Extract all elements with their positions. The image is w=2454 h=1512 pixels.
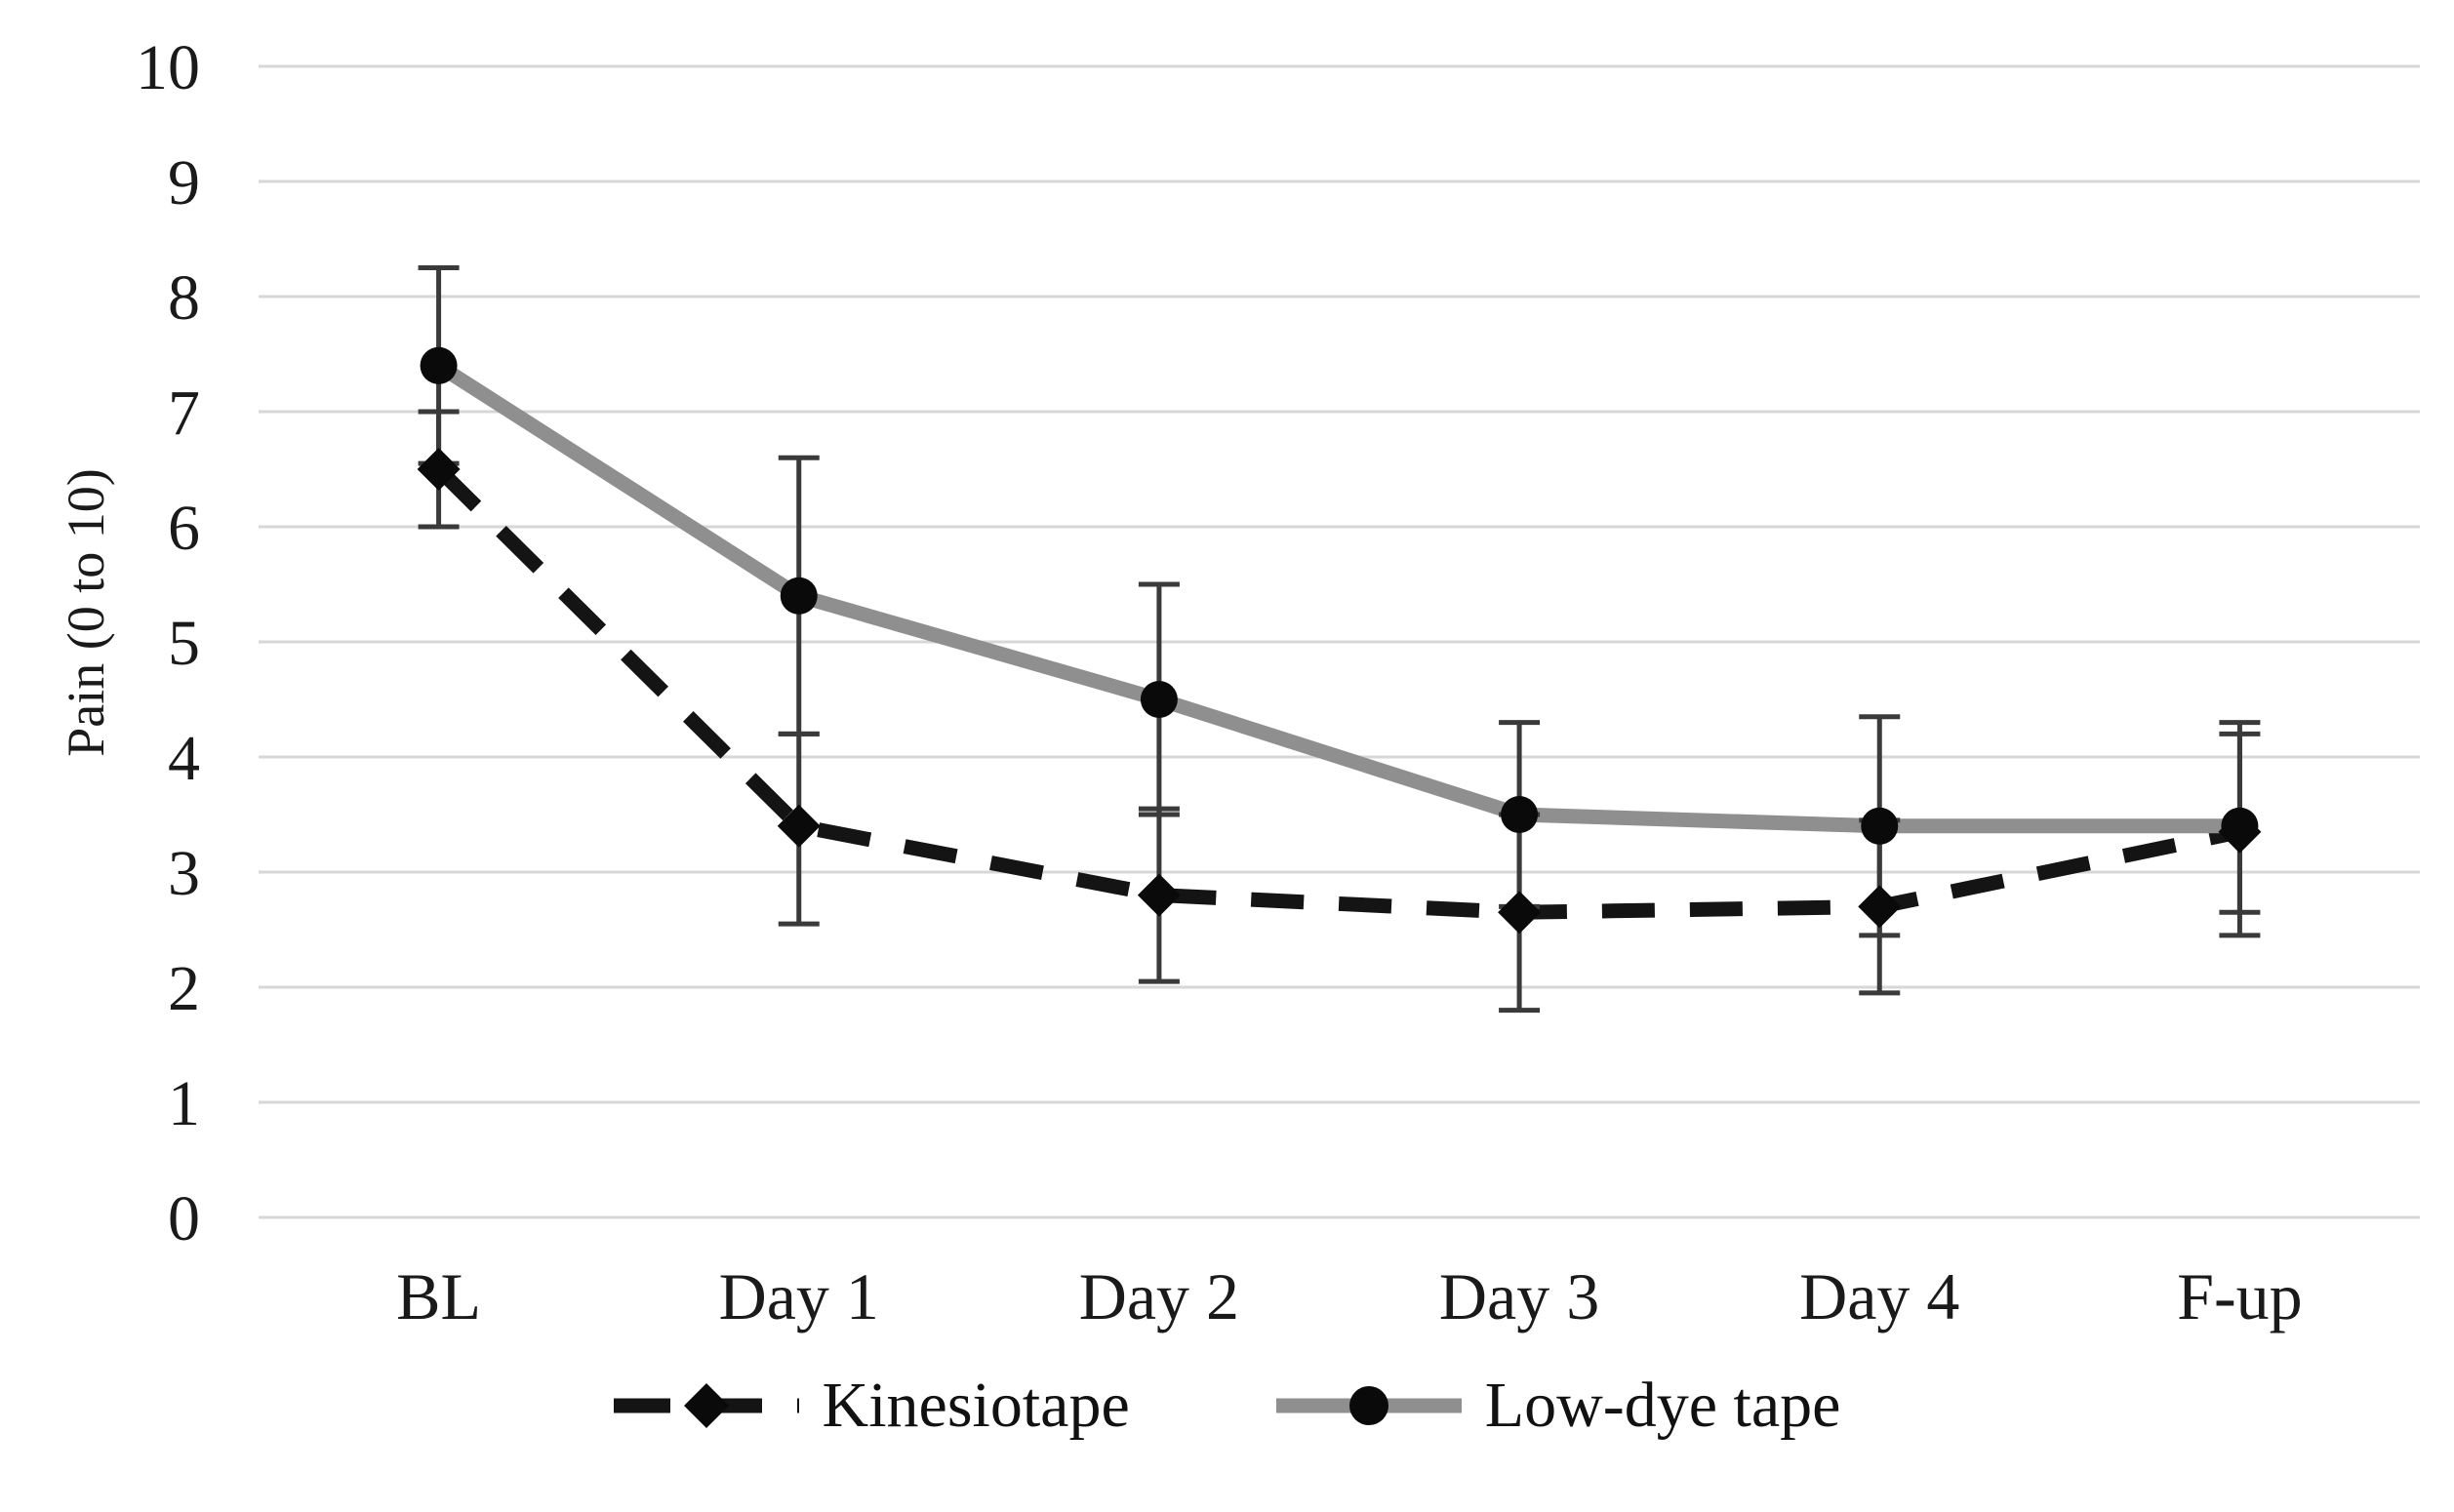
diamond-marker-icon (417, 448, 461, 491)
diamond-marker-icon (1858, 885, 1902, 929)
line-low-dye-tape (434, 359, 2240, 834)
circle-marker-icon (1348, 1386, 1388, 1425)
circle-marker-icon (420, 346, 458, 384)
circle-marker-icon (1861, 807, 1899, 845)
svg-text:3: 3 (168, 838, 200, 909)
diamond-marker-icon (777, 804, 821, 848)
svg-text:BL: BL (396, 1259, 481, 1333)
svg-text:F-up: F-up (2177, 1259, 2302, 1333)
circle-marker-icon (780, 577, 818, 615)
legend-label-kinesiotape: Kinesiotape (822, 1370, 1130, 1441)
gridlines (259, 64, 2420, 1219)
svg-text:Day 3: Day 3 (1439, 1259, 1599, 1333)
diamond-marker-icon (683, 1383, 729, 1428)
series-markers (417, 346, 2262, 935)
svg-text:5: 5 (168, 608, 200, 679)
legend-item-kinesiotape: Kinesiotape (613, 1370, 1130, 1441)
low-dye-solid-line-sample (1275, 1386, 1462, 1425)
svg-text:8: 8 (168, 262, 200, 334)
legend-label-low-dye-tape: Low-dye tape (1484, 1370, 1841, 1441)
diamond-marker-icon (1498, 891, 1542, 935)
circle-marker-icon (1140, 681, 1178, 718)
svg-text:Day 1: Day 1 (719, 1259, 879, 1333)
series-lines (433, 359, 2241, 920)
kinesiotape-dashed-line-sample (613, 1383, 799, 1428)
circle-marker-icon (2221, 807, 2259, 845)
diamond-marker-icon (1137, 873, 1181, 917)
svg-text:Day 2: Day 2 (1079, 1259, 1239, 1333)
svg-text:1: 1 (168, 1068, 200, 1139)
svg-text:2: 2 (168, 953, 200, 1024)
svg-text:6: 6 (168, 493, 200, 564)
x-category-labels: BL Day 1 Day 2 Day 3 Day 4 F-up (396, 1259, 2303, 1333)
svg-text:7: 7 (168, 378, 200, 449)
line-kinesiotape (433, 463, 2241, 920)
legend-item-low-dye-tape: Low-dye tape (1275, 1370, 1841, 1441)
svg-text:10: 10 (136, 32, 200, 103)
circle-marker-icon (1501, 796, 1539, 833)
legend: Kinesiotape Low-dye tape (0, 1373, 2454, 1438)
svg-text:Day 4: Day 4 (1799, 1259, 1959, 1333)
y-axis-title: Pain (0 to 10) (57, 468, 115, 757)
svg-text:0: 0 (168, 1183, 200, 1254)
svg-text:4: 4 (168, 723, 200, 794)
svg-text:9: 9 (168, 147, 200, 219)
